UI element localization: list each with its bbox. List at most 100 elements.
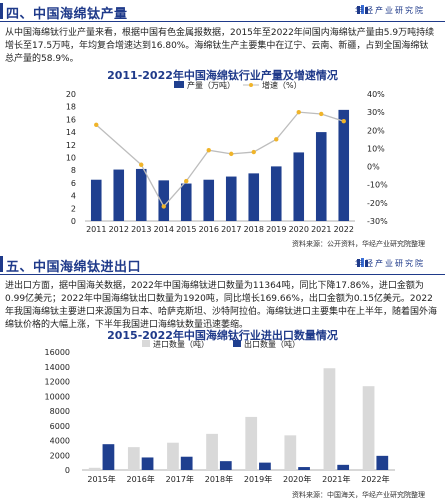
- x-tick-label: 2016: [199, 225, 219, 234]
- legend-label: 进口数量（吨）: [153, 340, 209, 349]
- y2-tick-label: -10%: [367, 181, 388, 190]
- legend-marker-growth: [249, 83, 253, 87]
- growth-point: [206, 148, 211, 153]
- y2-tick-label: 10%: [367, 144, 385, 153]
- legend-label: 增速（%）: [262, 80, 302, 90]
- y-tick-label: 14000: [45, 363, 70, 372]
- bar-export: [259, 462, 271, 470]
- legend-label: 出口数量（吨）: [244, 340, 300, 349]
- bar: [180, 183, 192, 221]
- y-tick-label: 4000: [50, 437, 70, 446]
- growth-point: [94, 122, 99, 128]
- brand-name: 华经产业研究院: [355, 6, 425, 15]
- x-tick-label: 2018年: [205, 474, 233, 484]
- bar: [135, 168, 147, 221]
- x-tick-label: 2017: [221, 225, 241, 234]
- section-divider: [0, 21, 445, 22]
- bar-export: [219, 461, 232, 470]
- x-tick-label: 2020: [289, 225, 309, 234]
- trade-chart: 进口数量（吨） 出口数量（吨） 0 2000 4000 6000 8000 10000 1200…: [45, 340, 395, 484]
- section-paragraph: 进出口方面，据中国海关数据，2022年中国海绵钛进口数量为11364吨，同比下降…: [5, 281, 438, 330]
- section-header-accent: [0, 256, 3, 272]
- bar: [90, 179, 102, 221]
- growth-point: [161, 204, 166, 209]
- section-header-accent: [0, 3, 3, 19]
- bar-export: [337, 464, 350, 470]
- y-tick-label: 14: [66, 128, 76, 137]
- bar-export: [141, 457, 154, 470]
- y-tick-label: 16: [66, 115, 76, 124]
- bar-import: [88, 467, 101, 470]
- bar-import: [206, 433, 218, 470]
- section-title: 五、中国海绵钛进出口: [6, 260, 142, 275]
- y-tick-label: 8000: [50, 407, 70, 416]
- x-tick-label: 2020年: [283, 474, 311, 484]
- legend-label: 产量（万吨）: [187, 80, 235, 90]
- x-tick-label: 2011: [86, 225, 106, 234]
- legend-swatch-export: [233, 340, 241, 347]
- y-tick-label: 4: [71, 192, 76, 201]
- x-tick-label: 2021年: [322, 474, 350, 484]
- legend-swatch-production: [174, 81, 184, 88]
- y-tick-label: 6000: [50, 422, 70, 431]
- bar: [225, 176, 237, 221]
- bar-import: [362, 386, 375, 470]
- growth-line: [95, 111, 344, 208]
- bar-import: [284, 435, 297, 470]
- x-tick-label: 2016年: [127, 474, 155, 484]
- y2-tick-label: 20%: [367, 126, 385, 135]
- x-tick-label: 2018: [244, 225, 264, 234]
- x-tick-label: 2019年: [244, 474, 272, 484]
- production-chart: 产量（万吨） 增速（%） 0 2 4 6 8 10 12 14 16 18 20 -30% -20% -10%…: [66, 80, 388, 234]
- growth-point: [184, 178, 189, 184]
- brand-name: 华经产业研究院: [355, 259, 425, 268]
- growth-point: [296, 109, 301, 115]
- x-tick-label: 2014: [154, 225, 174, 234]
- section-divider: [0, 274, 445, 275]
- bar: [293, 152, 305, 221]
- y2-tick-label: -20%: [367, 199, 388, 208]
- y-tick-label: 2000: [50, 451, 70, 460]
- y-tick-label: 20: [66, 90, 76, 99]
- chart-title: 2011-2022年中国海绵钛行业产量及增速情况: [107, 69, 338, 82]
- y-tick-label: 12000: [45, 378, 70, 387]
- growth-point: [251, 149, 256, 155]
- bar: [270, 166, 282, 221]
- legend-swatch-import: [142, 340, 150, 347]
- x-tick-label: 2021: [311, 225, 331, 234]
- y-tick-label: 0: [71, 217, 76, 226]
- bar: [113, 169, 125, 221]
- brand-logo-icon: [357, 5, 368, 14]
- bar: [203, 179, 215, 221]
- growth-point: [229, 151, 234, 157]
- bar-import: [167, 442, 179, 470]
- brand-logo-icon: [357, 258, 368, 267]
- x-tick-label: 2012: [109, 225, 129, 234]
- y-tick-label: 10: [66, 154, 76, 163]
- y-tick-label: 18: [66, 103, 76, 112]
- growth-point: [319, 111, 324, 117]
- bar-export: [298, 467, 310, 470]
- y-tick-label: 0: [65, 466, 70, 475]
- x-tick-label: 2013: [131, 225, 151, 234]
- bar: [315, 132, 327, 221]
- section-header: 四、中国海绵钛产量 华经产业研究院: [0, 2, 445, 22]
- section-title: 四、中国海绵钛产量: [6, 7, 128, 22]
- x-tick-label: 2015: [176, 225, 196, 234]
- x-tick-label: 2022年: [361, 474, 389, 484]
- x-tick-label: 2017年: [166, 474, 194, 484]
- y2-tick-label: -30%: [367, 217, 388, 226]
- y2-tick-label: 0%: [367, 163, 380, 172]
- y-tick-label: 16000: [45, 348, 70, 357]
- growth-point: [274, 137, 279, 142]
- section-header: 五、中国海绵钛进出口 华经产业研究院: [0, 255, 445, 275]
- bar: [248, 173, 260, 221]
- bar-export: [180, 456, 193, 470]
- y-tick-label: 2: [71, 204, 76, 213]
- bar-export: [376, 455, 389, 470]
- y-tick-label: 10000: [45, 392, 70, 401]
- growth-point: [139, 162, 144, 167]
- growth-point: [341, 119, 346, 124]
- bar-export: [102, 444, 115, 470]
- x-tick-label: 2015年: [87, 474, 115, 484]
